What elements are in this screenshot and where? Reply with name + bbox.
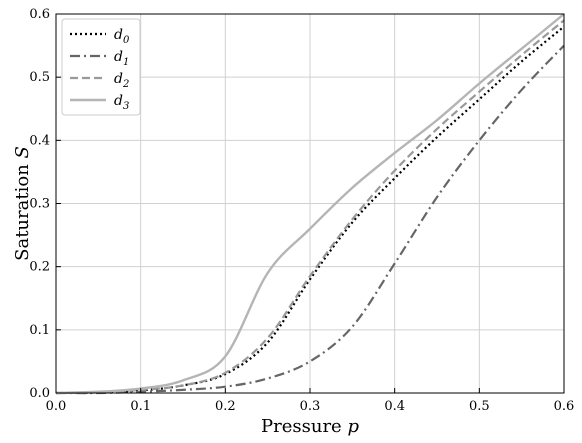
x-tick-label: 0.3 [300,399,321,414]
y-tick-label: 0.5 [29,70,50,85]
y-tick-label: 0.4 [29,133,50,148]
legend-box [61,18,141,116]
x-tick-label: 0.4 [384,399,405,414]
y-tick-label: 0.0 [29,386,50,401]
y-tick-label: 0.1 [29,323,50,338]
x-tick-label: 0.6 [554,399,575,414]
y-axis-title: Saturation S [12,146,33,261]
x-tick-label: 0.2 [215,399,236,414]
x-tick-label: 0.5 [469,399,490,414]
x-tick-label: 0.0 [46,399,67,414]
y-tick-label: 0.2 [29,260,50,275]
series-line-d0 [55,25,565,395]
y-tick-label: 0.6 [29,7,50,22]
x-axis-title: Pressure p [261,416,359,437]
axis-ticks: 0.0 0.1 0.2 0.3 0.4 0.5 0.6 0.0 0.1 0.2 0.3 0.4 0.5 0… [29,7,574,414]
x-tick-label: 0.1 [130,399,151,414]
y-tick-label: 0.3 [29,197,50,212]
